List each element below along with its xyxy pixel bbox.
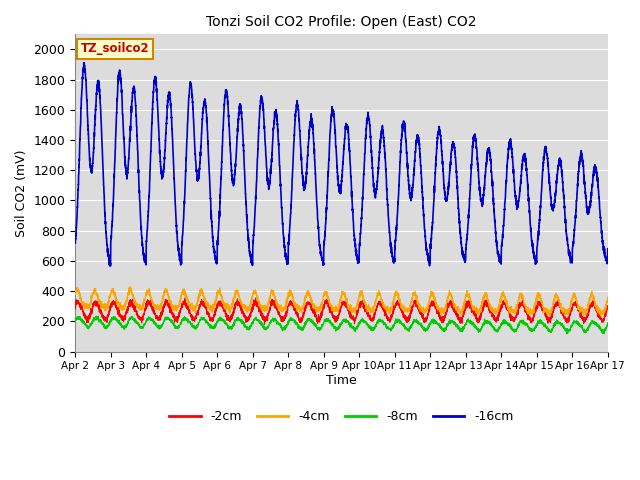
Y-axis label: Soil CO2 (mV): Soil CO2 (mV)	[15, 149, 28, 237]
X-axis label: Time: Time	[326, 374, 356, 387]
Text: TZ_soilco2: TZ_soilco2	[81, 42, 149, 55]
Legend: -2cm, -4cm, -8cm, -16cm: -2cm, -4cm, -8cm, -16cm	[164, 405, 518, 428]
Title: Tonzi Soil CO2 Profile: Open (East) CO2: Tonzi Soil CO2 Profile: Open (East) CO2	[206, 15, 477, 29]
